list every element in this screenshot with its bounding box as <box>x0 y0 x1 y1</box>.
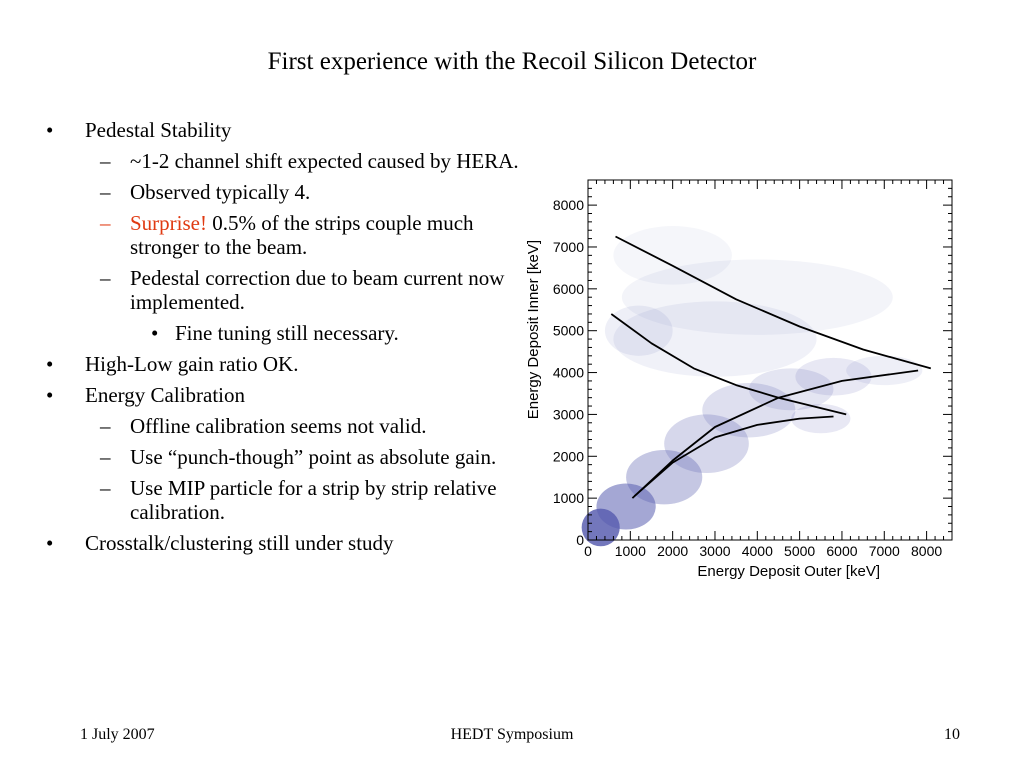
x-tick-label: 3000 <box>699 543 730 559</box>
bullet-marker: – <box>100 476 111 500</box>
scatter-chart: 0 1000 2000 3000 4000 5000 6000 7000 8000 0 1000 20… <box>525 179 953 580</box>
footer-page-number: 10 <box>944 726 960 743</box>
bullet-highlight: Surprise! <box>130 211 207 235</box>
x-axis-label: Energy Deposit Outer [keV] <box>697 563 880 580</box>
y-tick-label: 3000 <box>553 406 584 422</box>
y-tick-label: 6000 <box>553 281 584 297</box>
fit-curve <box>615 235 932 370</box>
bullet-text: Observed typically 4. <box>130 180 311 204</box>
bullet-text: Use “punch-though” point as absolute gai… <box>130 445 497 469</box>
bullet-marker: • <box>151 321 159 345</box>
y-tick-label: 7000 <box>553 239 584 255</box>
bullet-marker: – <box>100 414 111 438</box>
y-tick-label: 5000 <box>553 323 584 339</box>
y-tick-label: 4000 <box>553 365 584 381</box>
bullet-text: Pedestal correction due to beam current … <box>130 266 505 314</box>
x-tick-label: 1000 <box>615 543 646 559</box>
x-tick-label: 4000 <box>742 543 773 559</box>
y-tick-label: 8000 <box>553 197 584 213</box>
fit-curve <box>634 415 834 497</box>
density-region <box>596 483 656 530</box>
bullet-item: • Energy Calibration <box>40 383 530 407</box>
fit-curve <box>631 369 919 499</box>
density-region <box>604 305 673 356</box>
bullet-item: – Pedestal correction due to beam current… <box>40 266 530 314</box>
bullet-text: ~1-2 channel shift expected caused by HE… <box>130 149 519 173</box>
density-region <box>626 450 703 505</box>
bullet-text: 0.5% of the strips couple much stronger … <box>130 211 474 259</box>
bullet-text: Fine tuning still necessary. <box>175 321 399 345</box>
y-tick-label: 1000 <box>553 490 584 506</box>
density-region <box>621 259 893 335</box>
bullet-item: • Pedestal Stability <box>40 118 530 142</box>
x-tick-label: 5000 <box>784 543 815 559</box>
bullet-marker: • <box>46 531 54 555</box>
density-region <box>748 368 834 411</box>
density-region <box>613 226 732 285</box>
bullet-text: Energy Calibration <box>85 383 245 407</box>
bullet-item: – Surprise! 0.5% of the strips couple muc… <box>40 211 530 259</box>
bullet-item: • Crosstalk/clustering still under study <box>40 531 530 555</box>
bullet-marker: – <box>100 211 111 235</box>
footer-date: 1 July 2007 <box>80 726 155 743</box>
density-region <box>613 301 817 377</box>
bullet-item: – Offline calibration seems not valid. <box>40 414 530 438</box>
bullet-marker: • <box>46 383 54 407</box>
y-tick-label: 0 <box>576 532 584 548</box>
bullet-marker: – <box>100 445 111 469</box>
density-region <box>846 355 923 386</box>
bullet-marker: – <box>100 149 111 173</box>
bullet-marker: • <box>46 118 54 142</box>
bullet-item: – Use MIP particle for a strip by strip r… <box>40 476 530 524</box>
fit-curve <box>610 313 847 416</box>
x-tick-label: 0 <box>584 543 592 559</box>
bullet-text: High-Low gain ratio OK. <box>85 352 299 376</box>
bullet-item: – ~1-2 channel shift expected caused by H… <box>40 149 530 173</box>
slide-title: First experience with the Recoil Silicon… <box>267 48 757 75</box>
bullet-item: – Observed typically 4. <box>40 180 530 204</box>
bullet-text: Crosstalk/clustering still under study <box>85 531 394 555</box>
bullet-marker: – <box>100 180 111 204</box>
footer-event: HEDT Symposium <box>450 726 574 743</box>
density-region <box>795 357 872 396</box>
y-tick-label: 2000 <box>553 448 584 464</box>
plot-frame <box>587 179 953 541</box>
density-region <box>664 414 749 474</box>
bullet-text: Pedestal Stability <box>85 118 232 142</box>
bullet-marker: • <box>46 352 54 376</box>
x-tick-label: 6000 <box>826 543 857 559</box>
bullet-marker: – <box>100 266 111 290</box>
x-tick-label: 7000 <box>869 543 900 559</box>
bullet-item: • High-Low gain ratio OK. <box>40 352 530 376</box>
bullet-text: Offline calibration seems not valid. <box>130 414 427 438</box>
x-tick-label: 2000 <box>657 543 688 559</box>
bullet-list: • Pedestal Stability – ~1-2 channel shift e… <box>40 118 530 562</box>
x-tick-label: 8000 <box>911 543 942 559</box>
bullet-text: Use MIP particle for a strip by strip re… <box>130 476 497 524</box>
y-axis-label: Energy Deposit Inner [keV] <box>525 240 542 419</box>
bullet-item: – Use “punch-though” point as absolute ga… <box>40 445 530 469</box>
bullet-item: • Fine tuning still necessary. <box>40 321 530 345</box>
